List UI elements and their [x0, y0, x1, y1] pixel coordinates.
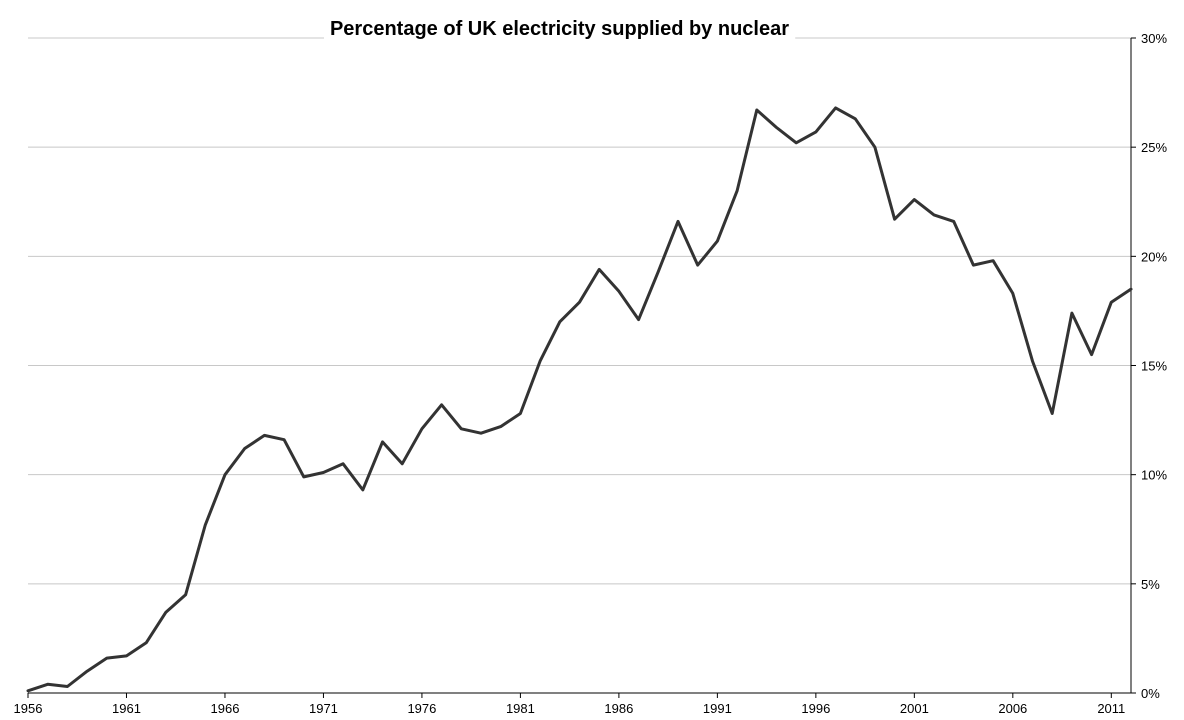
data-point-1975 [402, 463, 403, 464]
y-tick-label: 30% [1141, 31, 1167, 46]
data-point-1987 [638, 319, 639, 320]
data-point-2006 [1012, 293, 1013, 294]
x-tick-label: 1956 [14, 701, 43, 716]
data-point-1966 [225, 474, 226, 475]
data-point-1986 [618, 291, 619, 292]
x-tick-label: 1961 [112, 701, 141, 716]
x-tick-label: 1996 [801, 701, 830, 716]
chart-title: Percentage of UK electricity supplied by… [330, 18, 789, 40]
data-point-1964 [185, 594, 186, 595]
x-tick-label: 1971 [309, 701, 338, 716]
data-point-1970 [303, 476, 304, 477]
y-tick-label: 25% [1141, 140, 1167, 155]
x-tick-label: 1986 [604, 701, 633, 716]
data-point-1971 [323, 472, 324, 473]
series-layer [26, 106, 1133, 693]
data-point-1963 [165, 612, 166, 613]
data-point-1979 [481, 433, 482, 434]
x-tick-label: 1966 [211, 701, 240, 716]
data-point-2012 [1131, 289, 1132, 290]
y-axis: 0% 5% 10% 15% 20% 25% 30% [1131, 31, 1167, 701]
data-point-1961 [126, 655, 127, 656]
data-point-1992 [737, 190, 738, 191]
data-point-1978 [461, 428, 462, 429]
data-point-2004 [973, 265, 974, 266]
y-tick-label: 15% [1141, 359, 1167, 374]
data-point-1988 [658, 271, 659, 272]
data-point-2003 [953, 221, 954, 222]
series-line [26, 106, 1133, 693]
data-point-1967 [244, 448, 245, 449]
data-point-1997 [835, 107, 836, 108]
y-tick-label: 10% [1141, 468, 1167, 483]
data-point-1999 [874, 147, 875, 148]
data-point-2005 [993, 260, 994, 261]
x-tick-label: 2001 [900, 701, 929, 716]
data-point-2000 [894, 219, 895, 220]
data-point-1965 [205, 524, 206, 525]
y-tick-label: 0% [1141, 686, 1160, 701]
data-point-1959 [87, 671, 88, 672]
data-point-1991 [717, 241, 718, 242]
y-tick-label: 20% [1141, 249, 1167, 264]
data-point-1976 [421, 428, 422, 429]
data-point-2010 [1091, 354, 1092, 355]
data-point-1985 [599, 269, 600, 270]
title-background [323, 16, 796, 42]
data-point-1973 [362, 489, 363, 490]
data-point-1996 [815, 131, 816, 132]
data-point-1995 [796, 142, 797, 143]
data-point-1981 [520, 413, 521, 414]
data-point-1974 [382, 441, 383, 442]
x-tick-label: 2006 [998, 701, 1027, 716]
data-point-2009 [1071, 313, 1072, 314]
data-point-2011 [1111, 302, 1112, 303]
data-point-1983 [559, 321, 560, 322]
gridlines [28, 37, 1131, 585]
x-axis: 1956 1961 1966 1971 1976 1981 1986 1991 1996 2001… [14, 693, 1125, 716]
data-point-1989 [678, 221, 679, 222]
data-point-1968 [264, 435, 265, 436]
data-point-1958 [67, 686, 68, 687]
data-point-1982 [540, 361, 541, 362]
data-point-1969 [284, 439, 285, 440]
data-point-1984 [579, 302, 580, 303]
data-point-1972 [343, 463, 344, 464]
data-point-1993 [756, 110, 757, 111]
data-point-2007 [1032, 361, 1033, 362]
data-point-1990 [697, 265, 698, 266]
data-point-2008 [1052, 413, 1053, 414]
x-tick-label: 1976 [407, 701, 436, 716]
data-point-2001 [914, 199, 915, 200]
data-point-2002 [934, 214, 935, 215]
x-tick-label: 1991 [703, 701, 732, 716]
data-point-1994 [776, 127, 777, 128]
data-point-1960 [106, 658, 107, 659]
x-tick-label: 2011 [1097, 701, 1125, 716]
data-point-1956 [28, 690, 29, 691]
y-tick-label: 5% [1141, 577, 1160, 592]
x-tick-label: 1981 [506, 701, 535, 716]
data-point-1962 [146, 642, 147, 643]
data-point-1980 [500, 426, 501, 427]
data-point-1977 [441, 404, 442, 405]
data-point-1957 [47, 684, 48, 685]
data-point-1998 [855, 118, 856, 119]
